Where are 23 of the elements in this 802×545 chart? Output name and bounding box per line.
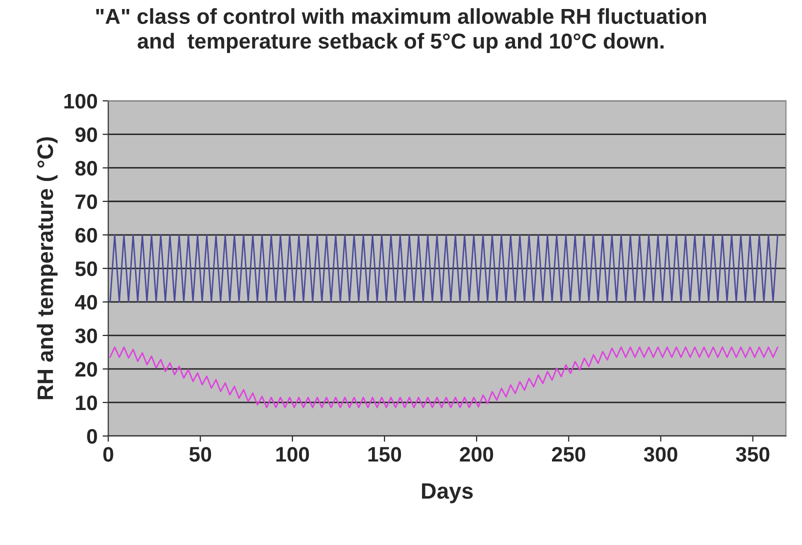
y-tick-label: 10 — [76, 395, 97, 410]
y-tick-label: 60 — [75, 228, 97, 243]
x-tick-label: 200 — [460, 446, 494, 462]
x-tick-label: 350 — [736, 446, 770, 462]
chart-title: "A" class of control with maximum allowable RH fluctuation and temperature setback of 5°C up and 10°C down. — [96, 8, 706, 53]
y-axis-title: RH and temperature ( °C) — [36, 137, 58, 400]
x-axis-title: Days — [422, 483, 473, 504]
x-tick-label: 250 — [552, 446, 586, 462]
y-tick-label: 70 — [76, 194, 97, 210]
y-tick-label: 90 — [75, 127, 97, 142]
y-tick-label: 50 — [75, 261, 97, 276]
y-tick-label: 0 — [87, 429, 97, 444]
x-tick-label: 0 — [103, 446, 114, 462]
x-tick-label: 50 — [189, 446, 212, 462]
y-tick-label: 40 — [75, 294, 97, 310]
y-tick-label: 20 — [75, 362, 97, 377]
x-tick-label: 100 — [276, 446, 309, 462]
line-series — [109, 346, 778, 408]
y-tick-label: 30 — [75, 328, 97, 344]
x-tick-label: 300 — [644, 446, 678, 462]
y-tick-label: 100 — [64, 94, 98, 109]
y-tick-label: 80 — [75, 160, 97, 176]
x-tick-label: 150 — [368, 446, 402, 462]
